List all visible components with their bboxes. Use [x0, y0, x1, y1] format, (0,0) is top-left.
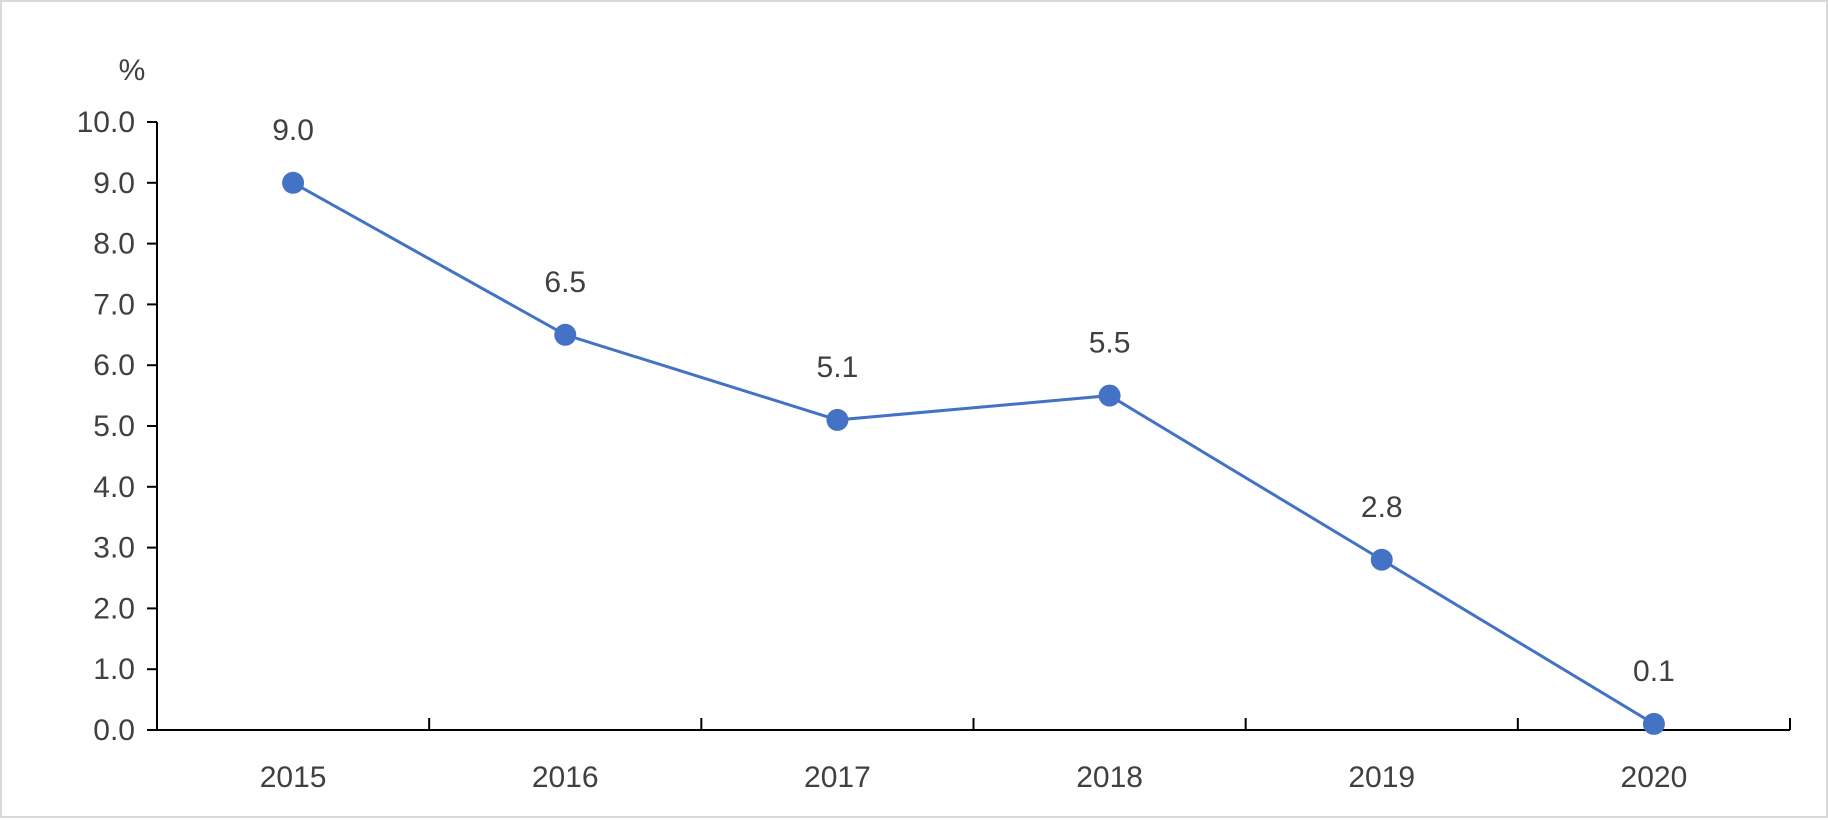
- data-label: 6.5: [544, 266, 586, 299]
- data-point: [282, 171, 305, 194]
- x-tick-label: 2018: [1076, 761, 1143, 794]
- y-tick-label: 8.0: [93, 228, 135, 261]
- data-point: [1098, 384, 1121, 407]
- y-tick-label: 1.0: [93, 653, 135, 686]
- data-label: 0.1: [1633, 655, 1675, 688]
- y-tick-label: 7.0: [93, 288, 135, 321]
- x-tick-label: 2019: [1348, 761, 1415, 794]
- data-label: 9.0: [272, 114, 314, 147]
- y-tick-label: 0.0: [93, 714, 135, 747]
- y-axis: 0.0 1.0 2.0 3.0 4.0 5.0 6.0 7.0 8.0 9.0 10.0: [77, 106, 158, 747]
- data-label: 5.5: [1089, 327, 1131, 360]
- data-label: 2.8: [1361, 491, 1403, 524]
- y-tick-label: 3.0: [93, 532, 135, 565]
- data-label: 5.1: [817, 351, 859, 384]
- data-point: [554, 323, 577, 346]
- y-tick-label: 9.0: [93, 167, 135, 200]
- y-tick-label: 10.0: [77, 106, 135, 139]
- x-tick-label: 2015: [260, 761, 327, 794]
- data-point: [826, 408, 849, 431]
- y-tick-label: 6.0: [93, 349, 135, 382]
- series-line: [292, 181, 1655, 726]
- data-point: [1642, 712, 1665, 735]
- y-tick-label: 4.0: [93, 471, 135, 504]
- data-point: [1370, 548, 1393, 571]
- y-tick-label: 2.0: [93, 592, 135, 625]
- x-tick-label: 2020: [1621, 761, 1688, 794]
- x-tick-label: 2016: [532, 761, 599, 794]
- series: [282, 171, 1665, 735]
- x-axis: 2015 2016 2017 2018 2019 2020: [156, 718, 1791, 794]
- x-tick-label: 2017: [804, 761, 871, 794]
- data-labels: 9.0 6.5 5.1 5.5 2.8 0.1: [272, 114, 1675, 688]
- y-unit-label: %: [119, 54, 146, 87]
- y-tick-label: 5.0: [93, 410, 135, 443]
